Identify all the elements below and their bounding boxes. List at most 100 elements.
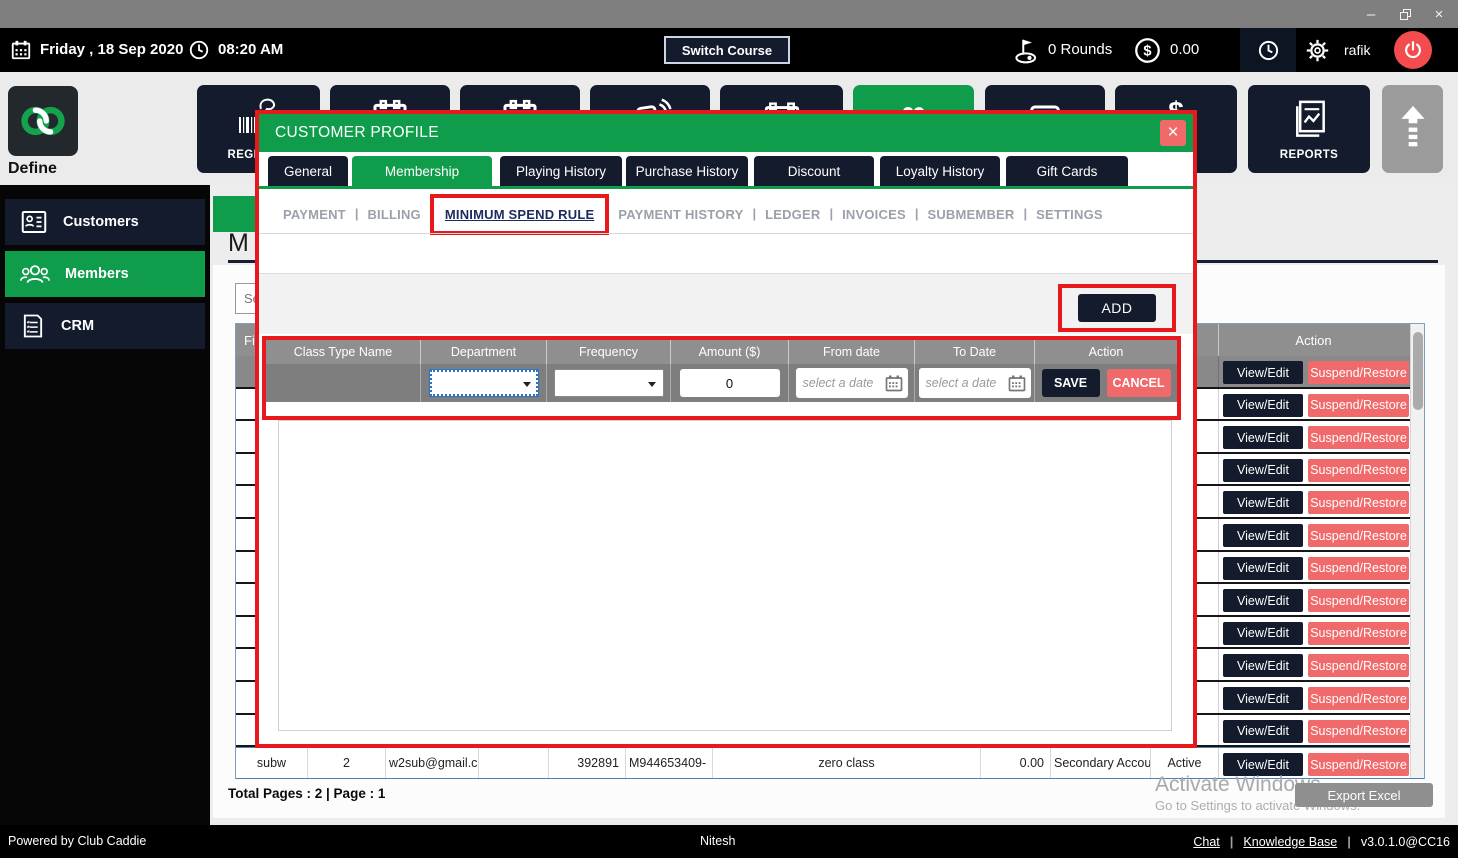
tab-purchase-history[interactable]: Purchase History bbox=[626, 156, 748, 187]
scrollbar-thumb[interactable] bbox=[1413, 332, 1423, 410]
current-date: Friday , 18 Sep 2020 bbox=[40, 41, 184, 58]
save-button[interactable]: SAVE bbox=[1041, 369, 1100, 397]
up-arrow-icon bbox=[1382, 103, 1443, 155]
restore-icon[interactable] bbox=[1392, 4, 1418, 24]
modal-title: CUSTOMER PROFILE bbox=[275, 124, 439, 141]
version-label: v3.0.1.0@CC16 bbox=[1360, 834, 1450, 849]
reports-icon bbox=[1248, 97, 1370, 139]
suspend-restore-button[interactable]: Suspend/Restore bbox=[1308, 753, 1409, 777]
subtab-payment-history[interactable]: PAYMENT HISTORY bbox=[618, 206, 744, 222]
suspend-restore-button[interactable]: Suspend/Restore bbox=[1308, 491, 1409, 515]
tab-general[interactable]: General bbox=[268, 156, 348, 187]
tab-discount[interactable]: Discount bbox=[754, 156, 874, 187]
suspend-restore-button[interactable]: Suspend/Restore bbox=[1308, 361, 1409, 384]
id-card-icon bbox=[21, 211, 47, 233]
pagination-info: Total Pages : 2 | Page : 1 bbox=[228, 786, 386, 801]
dollar-circle-icon: $ bbox=[1134, 37, 1161, 64]
clock-icon bbox=[1258, 40, 1278, 60]
action-cell: SAVE CANCEL bbox=[1035, 364, 1177, 402]
minimum-spend-rule-annotation: MINIMUM SPEND RULE bbox=[429, 193, 610, 235]
grid-toolbar-strip bbox=[259, 273, 1193, 334]
separator bbox=[1347, 834, 1351, 849]
power-icon bbox=[1405, 41, 1421, 59]
members-page-heading: M bbox=[228, 229, 249, 257]
suspend-restore-button[interactable]: Suspend/Restore bbox=[1308, 687, 1409, 710]
view-edit-button[interactable]: View/Edit bbox=[1223, 589, 1303, 613]
sidebar-item-crm[interactable]: CRM bbox=[5, 303, 205, 349]
view-edit-button[interactable]: View/Edit bbox=[1223, 458, 1303, 482]
username[interactable]: rafik bbox=[1344, 42, 1371, 58]
powered-by: Powered by Club Caddie bbox=[8, 834, 147, 848]
reports-button[interactable]: REPORTS bbox=[1248, 85, 1370, 173]
tab-playing-history[interactable]: Playing History bbox=[500, 156, 622, 187]
subtab-invoices[interactable]: INVOICES bbox=[842, 206, 906, 222]
view-edit-button[interactable]: View/Edit bbox=[1223, 426, 1303, 450]
suspend-restore-button[interactable]: Suspend/Restore bbox=[1308, 556, 1409, 580]
modal-close-button[interactable]: × bbox=[1160, 120, 1186, 146]
view-edit-button[interactable]: View/Edit bbox=[1223, 556, 1303, 580]
time-clock-button[interactable] bbox=[1240, 28, 1296, 72]
collapse-button[interactable] bbox=[1382, 85, 1443, 173]
subtab-payment[interactable]: PAYMENT bbox=[283, 206, 346, 222]
cancel-button[interactable]: CANCEL bbox=[1106, 369, 1171, 397]
view-edit-button[interactable]: View/Edit bbox=[1223, 393, 1303, 417]
divider bbox=[259, 233, 1193, 234]
frequency-select[interactable] bbox=[553, 369, 664, 397]
subtab-billing[interactable]: BILLING bbox=[367, 206, 421, 222]
view-edit-button[interactable]: View/Edit bbox=[1223, 719, 1303, 743]
suspend-restore-button[interactable]: Suspend/Restore bbox=[1308, 589, 1409, 613]
view-edit-button[interactable]: View/Edit bbox=[1223, 687, 1303, 710]
frequency-header: Frequency bbox=[547, 340, 671, 364]
subtab-settings[interactable]: SETTINGS bbox=[1036, 206, 1103, 222]
add-button[interactable]: ADD bbox=[1078, 294, 1156, 322]
amount-input[interactable] bbox=[679, 369, 780, 397]
class-type-name-cell bbox=[266, 364, 421, 402]
chevron-down-icon bbox=[647, 382, 656, 387]
view-edit-button[interactable]: View/Edit bbox=[1223, 491, 1303, 515]
suspend-restore-button[interactable]: Suspend/Restore bbox=[1308, 621, 1409, 645]
suspend-restore-button[interactable]: Suspend/Restore bbox=[1308, 654, 1409, 678]
to-date-cell: select a date bbox=[915, 364, 1035, 402]
export-excel-button[interactable]: Export Excel bbox=[1295, 783, 1433, 807]
to-date-picker[interactable]: select a date bbox=[918, 368, 1031, 398]
members-group-icon bbox=[20, 265, 50, 283]
close-window-icon[interactable]: × bbox=[1434, 5, 1444, 23]
tabs-underline bbox=[259, 186, 1193, 189]
suspend-restore-button[interactable]: Suspend/Restore bbox=[1308, 426, 1409, 450]
gear-icon[interactable] bbox=[1304, 37, 1331, 64]
view-edit-button[interactable]: View/Edit bbox=[1223, 524, 1303, 547]
minimize-icon[interactable]: – bbox=[1366, 5, 1376, 23]
power-button[interactable] bbox=[1394, 31, 1432, 69]
suspend-restore-button[interactable]: Suspend/Restore bbox=[1308, 458, 1409, 482]
switch-course-button[interactable]: Switch Course bbox=[664, 36, 790, 64]
tab-gift-cards[interactable]: Gift Cards bbox=[1006, 156, 1128, 187]
view-edit-button[interactable]: View/Edit bbox=[1223, 361, 1303, 384]
customer-profile-modal: CUSTOMER PROFILE × General Membership Pl… bbox=[255, 110, 1197, 748]
subtab-minimum-spend-rule[interactable]: MINIMUM SPEND RULE bbox=[444, 206, 595, 222]
view-edit-button[interactable]: View/Edit bbox=[1223, 654, 1303, 678]
suspend-restore-button[interactable]: Suspend/Restore bbox=[1308, 393, 1409, 417]
view-edit-button[interactable]: View/Edit bbox=[1223, 753, 1303, 777]
knowledge-base-link[interactable]: Knowledge Base bbox=[1243, 834, 1338, 849]
subtab-ledger[interactable]: LEDGER bbox=[765, 206, 821, 222]
golf-rounds-icon bbox=[1012, 36, 1042, 66]
tab-loyalty-history[interactable]: Loyalty History bbox=[880, 156, 1000, 187]
suspend-restore-button[interactable]: Suspend/Restore bbox=[1308, 524, 1409, 547]
chat-link[interactable]: Chat bbox=[1193, 834, 1220, 849]
table-scrollbar[interactable] bbox=[1410, 324, 1424, 778]
sidebar-item-members[interactable]: Members bbox=[5, 251, 205, 297]
department-select[interactable] bbox=[428, 369, 539, 397]
tab-membership[interactable]: Membership bbox=[352, 156, 492, 187]
view-edit-button[interactable]: View/Edit bbox=[1223, 621, 1303, 645]
balance-amount: 0.00 bbox=[1170, 41, 1200, 58]
subtab-submember[interactable]: SUBMEMBER bbox=[927, 206, 1015, 222]
separator bbox=[915, 205, 919, 223]
from-date-picker[interactable]: select a date bbox=[795, 368, 908, 398]
rule-input-row: select a date select a date SAVE CANCEL bbox=[266, 364, 1177, 402]
rules-grid-empty-body bbox=[278, 420, 1172, 731]
sidebar-item-customers[interactable]: Customers bbox=[5, 199, 205, 245]
suspend-restore-button[interactable]: Suspend/Restore bbox=[1308, 719, 1409, 743]
define-logo[interactable] bbox=[8, 86, 78, 156]
membership-subnav: PAYMENT BILLING MINIMUM SPEND RULE PAYME… bbox=[283, 193, 1103, 235]
